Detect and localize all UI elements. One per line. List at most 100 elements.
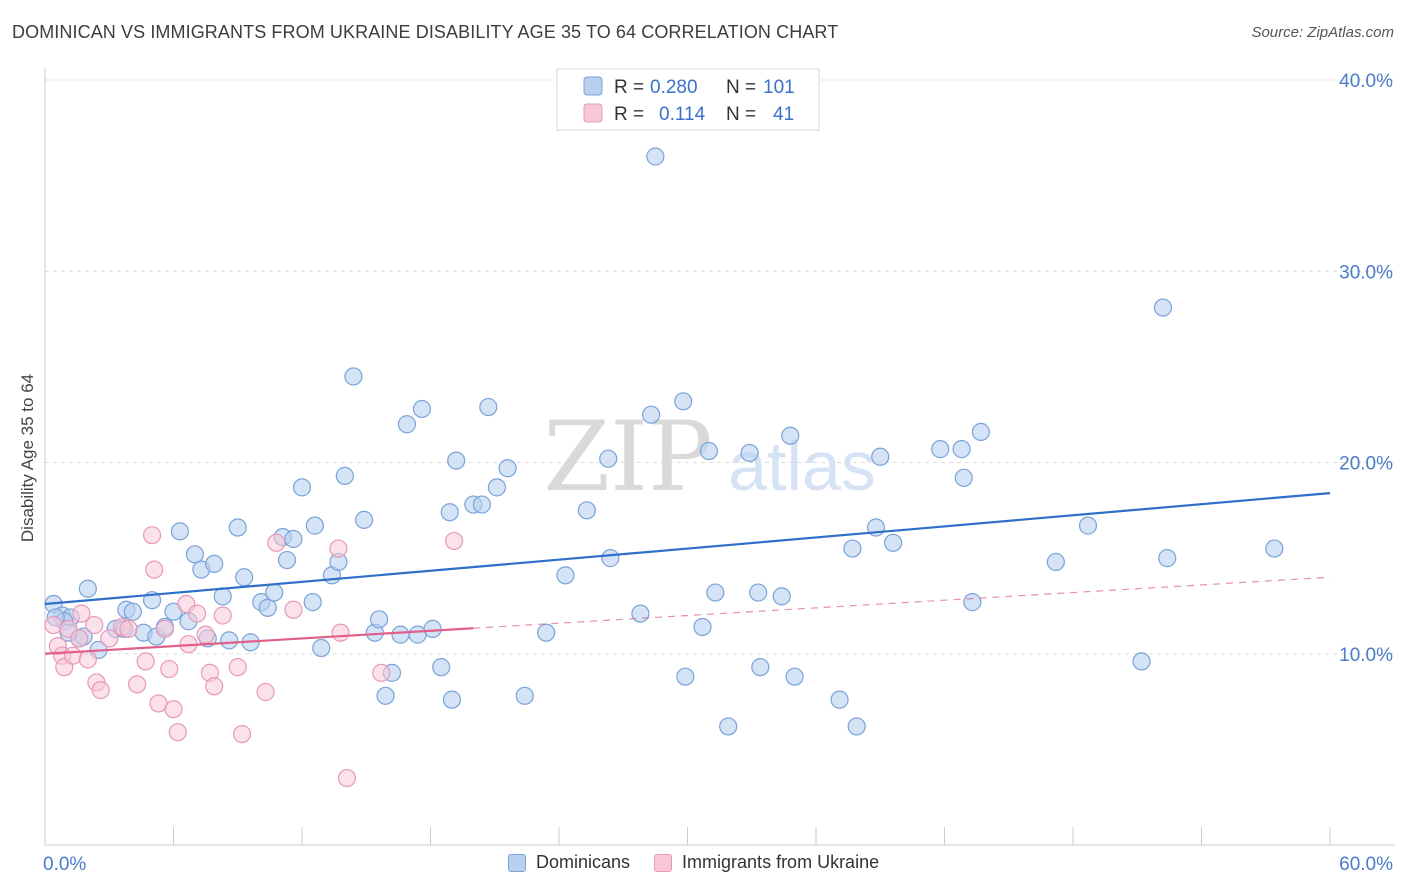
point-dominicans-69 — [674, 392, 693, 411]
point-ukraine-6 — [70, 629, 89, 648]
series-dominicans — [44, 147, 1284, 736]
legend-n-label-2: N = — [726, 104, 756, 125]
point-dominicans-41 — [355, 510, 374, 529]
point-dominicans-50 — [423, 619, 442, 638]
point-dominicans-25 — [235, 568, 254, 587]
point-dominicans-23 — [220, 631, 239, 650]
point-dominicans-77 — [751, 658, 770, 677]
legend-top: R = 0.280 N = 101 R = 0.114 N = 41 — [556, 68, 820, 131]
point-ukraine-31 — [228, 658, 247, 677]
point-ukraine-12 — [100, 629, 119, 648]
point-dominicans-87 — [931, 440, 950, 459]
legend-bottom: Dominicans Immigrants from Ukraine — [508, 852, 903, 873]
axes — [44, 68, 1395, 846]
point-dominicans-60 — [515, 686, 534, 705]
point-dominicans-72 — [699, 441, 719, 461]
point-dominicans-82 — [843, 539, 862, 558]
point-dominicans-94 — [1132, 652, 1151, 671]
point-dominicans-88 — [952, 440, 971, 459]
point-dominicans-44 — [376, 686, 395, 705]
watermark-zip: ZIP — [543, 401, 712, 513]
point-dominicans-34 — [303, 593, 322, 612]
point-dominicans-10 — [123, 602, 142, 621]
point-dominicans-61 — [537, 623, 556, 642]
trend-dominicans — [44, 492, 1331, 606]
point-dominicans-24 — [228, 518, 247, 537]
legend-n-value-1: 101 — [763, 77, 795, 98]
trend-lines — [44, 492, 1331, 655]
point-ukraine-29 — [205, 677, 224, 696]
point-ukraine-32 — [232, 724, 252, 744]
point-dominicans-33 — [292, 478, 312, 497]
point-dominicans-64 — [599, 449, 618, 468]
x-tick-label-1: 60.0% — [1339, 854, 1393, 875]
point-dominicans-75 — [740, 443, 759, 463]
legend-n-label-1: N = — [726, 77, 756, 98]
point-dominicans-18 — [185, 545, 205, 564]
point-ukraine-40 — [444, 531, 464, 551]
point-dominicans-31 — [277, 550, 297, 570]
point-dominicans-54 — [447, 451, 466, 470]
y-tick-label-2: 30.0% — [1339, 262, 1393, 283]
point-ukraine-11 — [91, 680, 110, 700]
point-dominicans-79 — [781, 426, 800, 445]
point-dominicans-39 — [335, 466, 354, 485]
point-dominicans-36 — [312, 638, 331, 658]
point-dominicans-57 — [479, 397, 498, 417]
watermark-atlas: atlas — [728, 427, 876, 505]
series-ukraine — [44, 526, 464, 788]
legend-r-label-2: R = — [614, 104, 644, 125]
point-dominicans-65 — [601, 549, 620, 568]
point-dominicans-22 — [213, 587, 232, 606]
point-dominicans-66 — [631, 604, 650, 623]
point-dominicans-43 — [370, 610, 389, 629]
legend-item-dominicans: Dominicans — [508, 852, 630, 873]
point-dominicans-93 — [1078, 516, 1098, 535]
point-ukraine-17 — [142, 526, 162, 545]
point-dominicans-46 — [391, 625, 410, 644]
point-ukraine-26 — [187, 604, 207, 623]
grid-lines — [45, 79, 1395, 655]
legend-label-dominicans: Dominicans — [536, 852, 631, 872]
point-ukraine-23 — [168, 723, 187, 742]
point-ukraine-7 — [72, 604, 91, 623]
point-ukraine-35 — [284, 600, 303, 619]
legend-swatch-ukraine — [654, 853, 673, 872]
point-dominicans-90 — [963, 593, 982, 612]
point-dominicans-21 — [205, 554, 224, 573]
point-dominicans-78 — [772, 587, 791, 606]
point-ukraine-0 — [44, 615, 63, 635]
point-dominicans-32 — [284, 529, 303, 549]
legend-swatch-pink — [583, 103, 603, 123]
point-dominicans-62 — [556, 566, 575, 585]
legend-label-ukraine: Immigrants from Ukraine — [682, 852, 880, 872]
point-ukraine-16 — [136, 652, 155, 671]
point-dominicans-89 — [954, 468, 973, 487]
trend-ukraine-solid — [44, 627, 474, 655]
point-dominicans-76 — [749, 583, 768, 602]
point-dominicans-83 — [847, 717, 866, 736]
source-label: Source: ZipAtlas.com — [1251, 24, 1394, 41]
point-ukraine-39 — [372, 663, 391, 682]
point-ukraine-36 — [329, 539, 348, 558]
point-dominicans-40 — [344, 367, 363, 386]
point-dominicans-67 — [641, 405, 661, 424]
point-dominicans-16 — [170, 522, 190, 541]
point-dominicans-59 — [498, 459, 517, 478]
point-ukraine-30 — [213, 606, 232, 625]
legend-swatch-dominicans — [508, 853, 526, 872]
point-dominicans-49 — [412, 399, 432, 419]
point-dominicans-71 — [693, 617, 712, 637]
point-dominicans-92 — [1046, 552, 1065, 572]
point-ukraine-27 — [196, 625, 215, 644]
point-dominicans-95 — [1153, 298, 1173, 317]
point-dominicans-86 — [883, 533, 903, 552]
point-dominicans-35 — [305, 516, 324, 535]
y-tick-label-1: 20.0% — [1339, 454, 1393, 475]
chart-title: DOMINICAN VS IMMIGRANTS FROM UKRAINE DIS… — [12, 22, 839, 42]
legend-r-value-1: 0.280 — [650, 77, 698, 98]
point-ukraine-33 — [256, 682, 275, 702]
legend-n-value-2: 41 — [773, 104, 794, 125]
legend-r-value-2: 0.114 — [659, 104, 706, 125]
point-dominicans-85 — [871, 447, 890, 466]
